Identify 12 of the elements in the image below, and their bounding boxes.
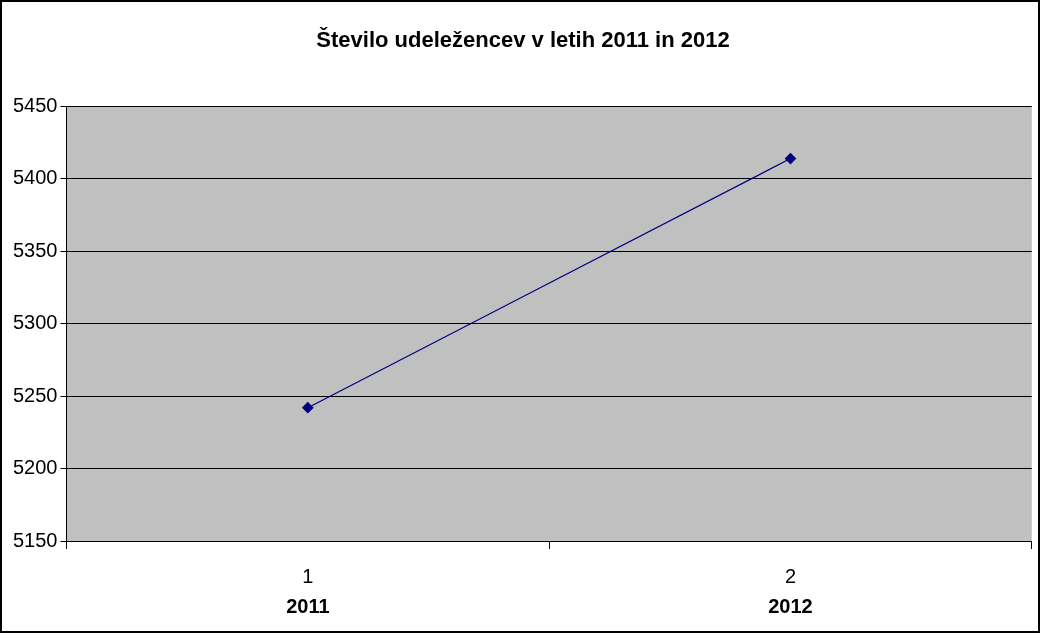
y-tick-label: 5350 (12, 238, 58, 261)
chart-title: Število udeležencev v letih 2011 in 2012 (316, 27, 730, 53)
y-tick-label: 5300 (12, 311, 58, 334)
y-tick-label: 5250 (12, 383, 58, 406)
x-tick-label: 1 (302, 564, 314, 587)
y-tick-label: 5450 (12, 93, 58, 116)
x-tick-label: 2 (784, 564, 797, 587)
text: 2011 (286, 594, 330, 617)
text: 2012 (768, 594, 813, 617)
y-tick-label: 5400 (12, 166, 58, 189)
y-tick-label: 5200 (12, 456, 58, 479)
y-tick-label: 5150 (12, 528, 58, 551)
